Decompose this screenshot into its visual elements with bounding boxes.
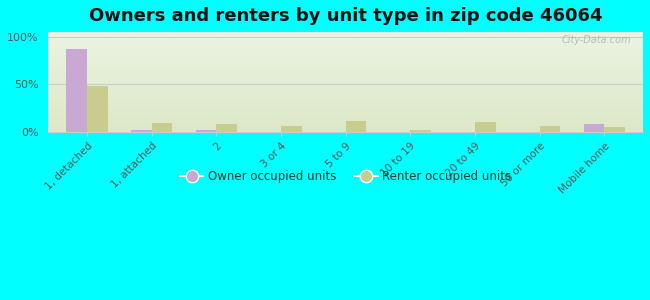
Bar: [584, 124, 605, 132]
Bar: [410, 130, 431, 132]
Title: Owners and renters by unit type in zip code 46064: Owners and renters by unit type in zip c…: [89, 7, 603, 25]
Text: City-Data.com: City-Data.com: [562, 35, 631, 45]
Bar: [151, 123, 172, 132]
Bar: [540, 126, 560, 132]
Bar: [604, 127, 625, 132]
Bar: [196, 130, 216, 132]
Bar: [281, 126, 302, 132]
Bar: [131, 130, 151, 132]
Bar: [66, 49, 87, 132]
Bar: [87, 86, 108, 132]
Bar: [475, 122, 496, 132]
Legend: Owner occupied units, Renter occupied units: Owner occupied units, Renter occupied un…: [175, 165, 516, 188]
Bar: [216, 124, 237, 132]
Bar: [346, 121, 367, 132]
